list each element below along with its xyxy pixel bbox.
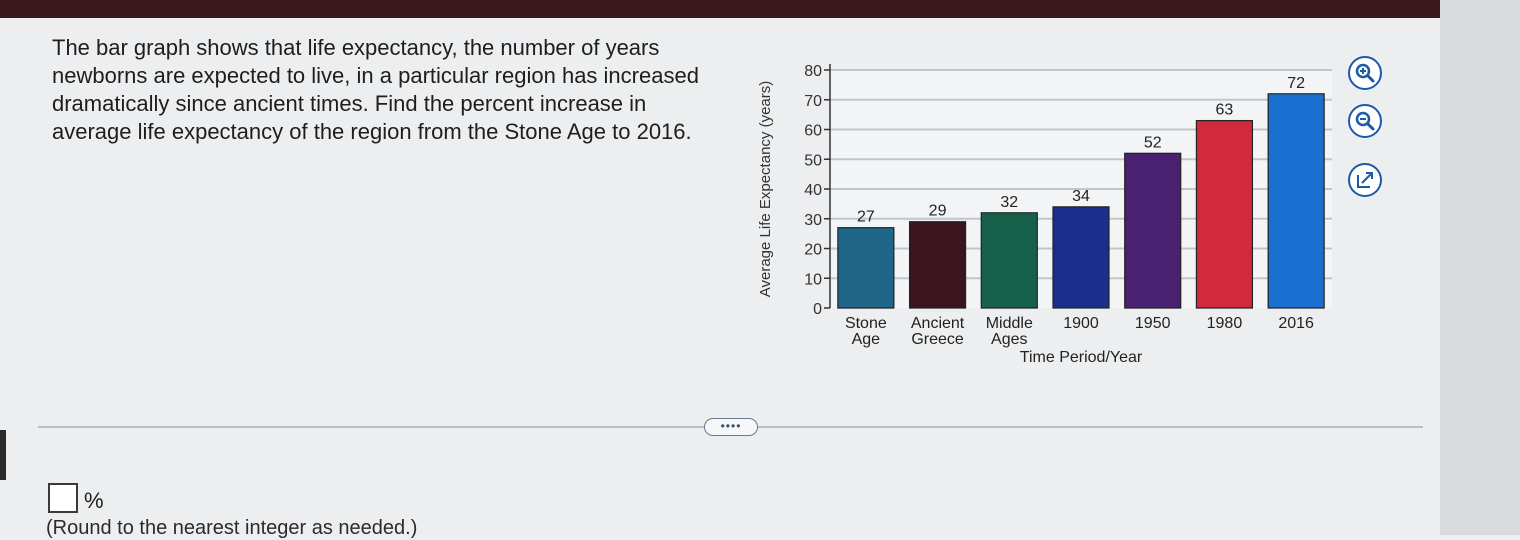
y-tick-label: 10	[804, 271, 822, 288]
left-edge-handle[interactable]	[0, 430, 6, 480]
answer-input[interactable]	[48, 483, 78, 513]
x-tick-label: Age	[852, 331, 881, 348]
x-axis-label: Time Period/Year	[1020, 349, 1143, 366]
percent-unit: %	[84, 488, 104, 513]
bar-chart: 0 10 20 30 40 50 60 70 80 Average Life Expectancy…	[752, 50, 1352, 380]
right-panel-edge	[1440, 0, 1520, 535]
y-tick-label: 20	[804, 242, 822, 259]
x-tick-label: 2016	[1278, 315, 1314, 332]
y-axis-label: Average Life Expectancy (years)	[757, 81, 774, 298]
question-line: The bar graph shows that life expectancy…	[52, 35, 660, 60]
bar	[1052, 206, 1110, 309]
top-bar	[0, 0, 1440, 18]
x-tick-label: Ancient	[911, 315, 965, 332]
y-tick-label: 0	[813, 301, 822, 318]
zoom-in-icon[interactable]	[1347, 55, 1383, 91]
bar-value-label: 52	[1144, 134, 1162, 151]
x-tick-label: Middle	[986, 315, 1033, 332]
bar-value-label: 29	[929, 203, 947, 220]
question-line: newborns are expected to live, in a part…	[52, 63, 699, 88]
y-tick-label: 40	[804, 182, 822, 199]
x-tick-label: 1980	[1207, 315, 1243, 332]
y-tick-label: 30	[804, 212, 822, 229]
x-tick-label: 1950	[1135, 315, 1171, 332]
bar-value-label: 32	[1000, 194, 1018, 211]
bar	[908, 221, 967, 309]
popout-icon[interactable]	[1347, 162, 1383, 198]
x-tick-label: Stone	[845, 315, 887, 332]
x-tick-label: Greece	[911, 331, 964, 348]
y-tick-label: 80	[804, 63, 822, 80]
rounding-hint: (Round to the nearest integer as needed.…	[46, 517, 418, 539]
y-tick-label: 50	[804, 152, 822, 169]
bar-value-label: 63	[1216, 102, 1234, 119]
x-tick-label: 1900	[1063, 315, 1099, 332]
bar	[837, 227, 895, 309]
bar	[980, 212, 1038, 309]
bar	[1124, 152, 1182, 309]
bar-value-label: 27	[857, 209, 875, 226]
bar	[1267, 93, 1325, 309]
question-text: The bar graph shows that life expectancy…	[52, 34, 752, 146]
bar-value-label: 72	[1287, 75, 1305, 92]
x-tick-label: Ages	[991, 331, 1027, 348]
bar	[1195, 119, 1254, 309]
y-tick-label: 70	[804, 93, 822, 110]
question-line: average life expectancy of the region fr…	[52, 119, 692, 144]
y-tick-label: 60	[804, 123, 822, 140]
zoom-out-icon[interactable]	[1347, 103, 1383, 139]
question-line: dramatically since ancient times. Find t…	[52, 91, 647, 116]
bar-value-label: 34	[1072, 188, 1090, 205]
bar-chart-svg: 0 10 20 30 40 50 60 70 80 Average Life Expectancy…	[757, 63, 1332, 366]
more-button[interactable]: ••••	[704, 418, 758, 436]
